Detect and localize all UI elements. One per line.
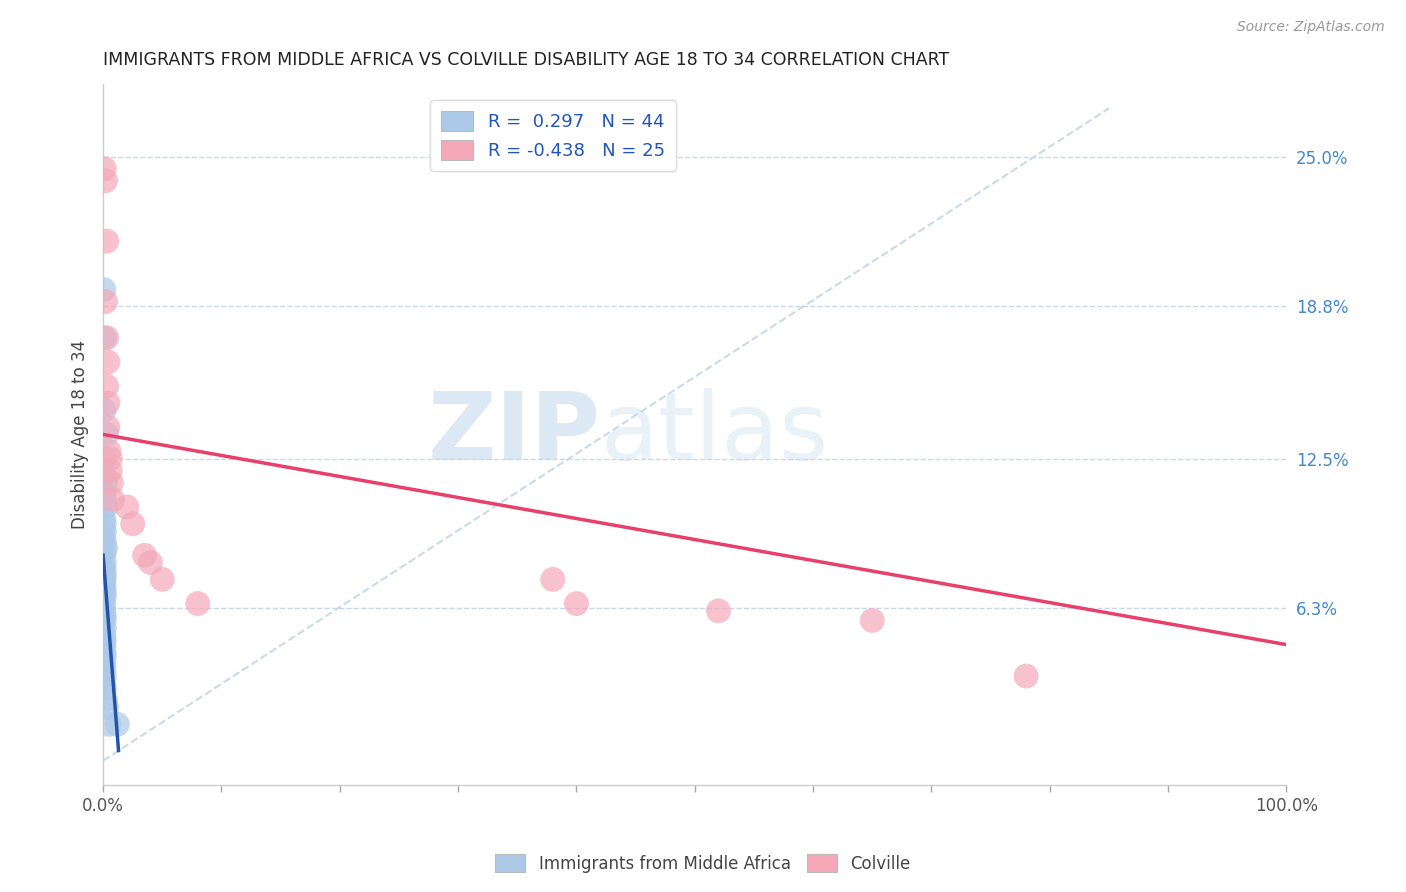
Point xyxy=(860,614,883,628)
Point xyxy=(98,444,121,458)
Point xyxy=(93,608,115,623)
Point xyxy=(187,597,209,611)
Point xyxy=(121,516,143,531)
Point xyxy=(94,475,117,490)
Point xyxy=(93,681,115,695)
Point xyxy=(93,512,115,526)
Point xyxy=(97,396,120,410)
Point xyxy=(93,556,115,570)
Point xyxy=(93,657,115,671)
Point xyxy=(96,427,118,442)
Text: atlas: atlas xyxy=(600,388,828,481)
Y-axis label: Disability Age 18 to 34: Disability Age 18 to 34 xyxy=(72,340,89,529)
Point xyxy=(96,379,118,393)
Point xyxy=(93,604,115,618)
Point xyxy=(93,584,115,599)
Text: ZIP: ZIP xyxy=(427,388,600,481)
Point xyxy=(105,717,128,731)
Point xyxy=(98,451,121,466)
Point xyxy=(93,632,115,647)
Point xyxy=(96,234,118,248)
Point xyxy=(93,574,115,589)
Point xyxy=(97,355,120,369)
Point xyxy=(93,649,115,664)
Point xyxy=(93,628,115,642)
Point xyxy=(94,541,117,555)
Legend: R =  0.297   N = 44, R = -0.438   N = 25: R = 0.297 N = 44, R = -0.438 N = 25 xyxy=(430,100,676,170)
Point xyxy=(93,662,115,676)
Point xyxy=(93,597,115,611)
Point xyxy=(93,532,115,546)
Point xyxy=(1015,669,1038,683)
Point xyxy=(93,565,115,579)
Point xyxy=(93,614,115,628)
Legend: Immigrants from Middle Africa, Colville: Immigrants from Middle Africa, Colville xyxy=(488,847,918,880)
Point xyxy=(94,294,117,309)
Text: Source: ZipAtlas.com: Source: ZipAtlas.com xyxy=(1237,20,1385,34)
Point xyxy=(565,597,588,611)
Point xyxy=(93,621,115,635)
Point xyxy=(150,573,173,587)
Point xyxy=(93,546,115,560)
Point xyxy=(93,580,115,594)
Point xyxy=(139,556,162,570)
Point xyxy=(94,500,117,514)
Point xyxy=(93,488,115,502)
Point xyxy=(93,536,115,550)
Point xyxy=(94,174,117,188)
Point xyxy=(93,570,115,584)
Point xyxy=(93,590,115,604)
Point xyxy=(94,693,117,707)
Point xyxy=(93,403,115,417)
Point xyxy=(93,516,115,531)
Point xyxy=(93,560,115,574)
Point xyxy=(93,524,115,538)
Point xyxy=(115,500,138,514)
Point xyxy=(96,331,118,345)
Point xyxy=(93,669,115,683)
Point xyxy=(93,468,115,483)
Point xyxy=(97,420,120,434)
Point xyxy=(98,464,121,478)
Point xyxy=(541,573,564,587)
Point xyxy=(93,638,115,652)
Point xyxy=(93,676,115,690)
Point xyxy=(93,451,115,466)
Point xyxy=(93,645,115,659)
Point xyxy=(707,604,730,618)
Point xyxy=(93,331,115,345)
Point xyxy=(100,475,122,490)
Text: IMMIGRANTS FROM MIDDLE AFRICA VS COLVILLE DISABILITY AGE 18 TO 34 CORRELATION CH: IMMIGRANTS FROM MIDDLE AFRICA VS COLVILL… xyxy=(103,51,949,69)
Point xyxy=(93,283,115,297)
Point xyxy=(98,717,121,731)
Point xyxy=(93,161,115,176)
Point xyxy=(93,492,115,507)
Point xyxy=(96,700,118,714)
Point xyxy=(134,548,156,562)
Point xyxy=(101,492,124,507)
